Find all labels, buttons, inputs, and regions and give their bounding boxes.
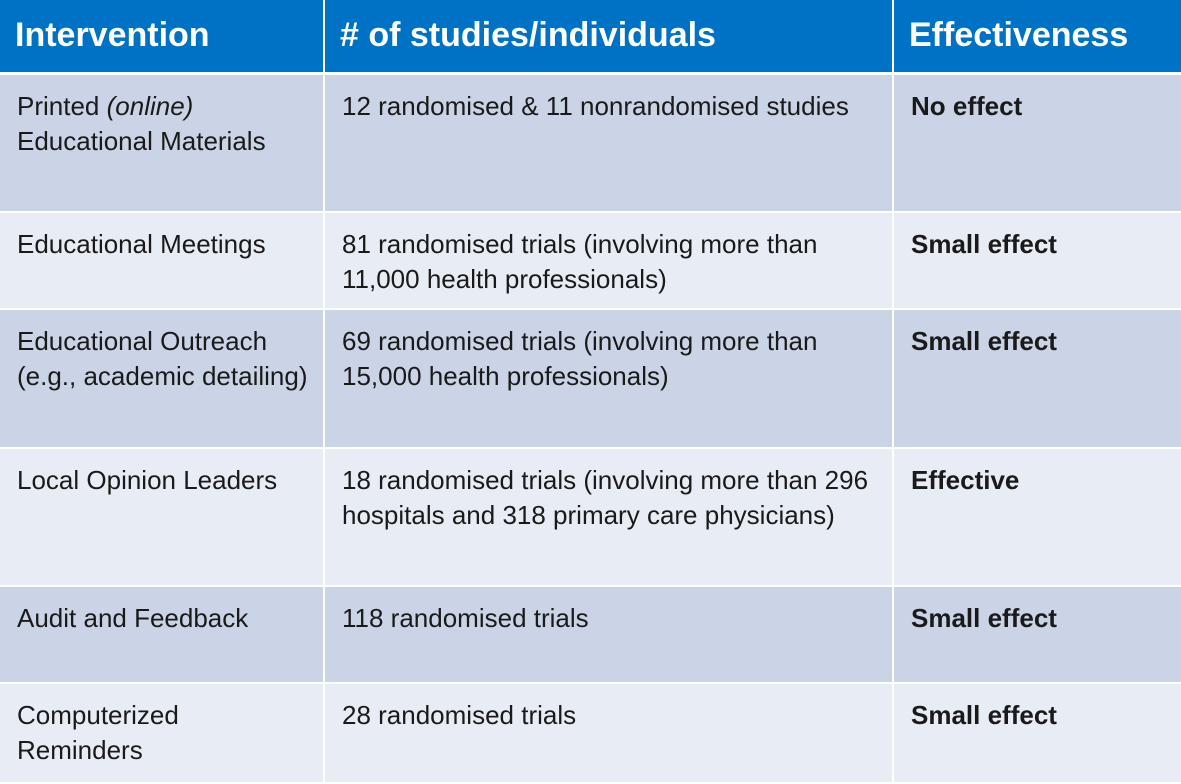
cell-studies: 118 randomised trials (324, 586, 894, 684)
table-row: Computerized Reminders 28 randomised tri… (0, 683, 1181, 784)
cell-studies: 12 randomised & 11 nonrandomised studies (324, 73, 894, 213)
header-effectiveness: Effectiveness (893, 0, 1181, 75)
header-intervention: Intervention (0, 0, 325, 75)
table-row: Audit and Feedback 118 randomised trials… (0, 586, 1181, 684)
intervention-text-post: Educational Materials (17, 125, 266, 156)
intervention-text-pre: Printed (17, 90, 107, 121)
cell-intervention: Educational Meetings (0, 212, 325, 310)
intervention-text-italic: (online) (106, 90, 194, 121)
header-studies: # of studies/individuals (324, 0, 894, 75)
cell-intervention: Printed (online) Educational Materials (0, 73, 325, 213)
cell-intervention: Audit and Feedback (0, 586, 325, 684)
cell-effectiveness: No effect (893, 73, 1181, 213)
cell-intervention: Educational Outreach (e.g., academic det… (0, 309, 325, 449)
cell-studies: 69 randomised trials (involving more tha… (324, 309, 894, 449)
table-row: Educational Meetings 81 randomised trial… (0, 212, 1181, 310)
cell-effectiveness: Effective (893, 448, 1181, 587)
cell-intervention: Local Opinion Leaders (0, 448, 325, 587)
table-row: Printed (online) Educational Materials 1… (0, 73, 1181, 213)
cell-effectiveness: Small effect (893, 683, 1181, 784)
cell-studies: 81 randomised trials (involving more tha… (324, 212, 894, 310)
cell-effectiveness: Small effect (893, 309, 1181, 449)
table-row: Educational Outreach (e.g., academic det… (0, 309, 1181, 449)
cell-intervention: Computerized Reminders (0, 683, 325, 784)
cell-effectiveness: Small effect (893, 212, 1181, 310)
table-header-row: Intervention # of studies/individuals Ef… (0, 0, 1181, 75)
cell-effectiveness: Small effect (893, 586, 1181, 684)
cell-studies: 28 randomised trials (324, 683, 894, 784)
cell-studies: 18 randomised trials (involving more tha… (324, 448, 894, 587)
table-row: Local Opinion Leaders 18 randomised tria… (0, 448, 1181, 587)
